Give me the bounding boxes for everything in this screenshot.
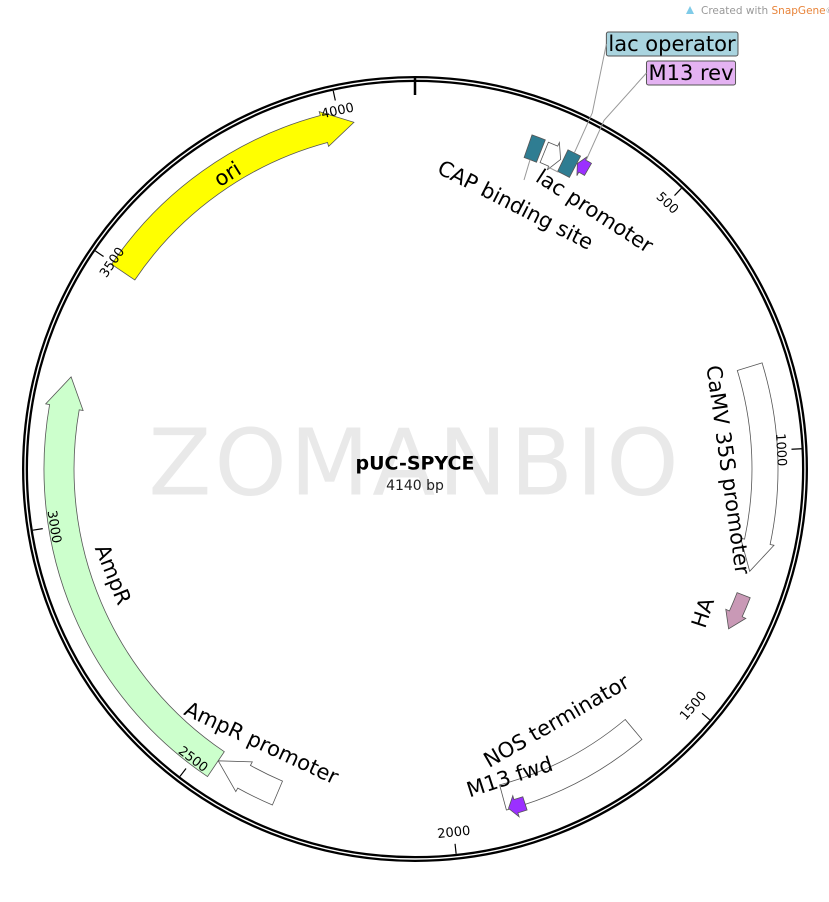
trademark: ® xyxy=(826,7,829,15)
tick-mark xyxy=(179,768,187,777)
feature-label: HA xyxy=(687,594,719,631)
tick-label: 4000 xyxy=(320,100,356,122)
feature xyxy=(557,149,582,178)
plasmid-name: pUC-SPYCE xyxy=(356,453,475,475)
tick-label: 3000 xyxy=(44,509,64,544)
feature xyxy=(736,362,779,573)
feature xyxy=(508,794,528,818)
credit-brand: SnapGene xyxy=(772,5,826,17)
tick-label: 1000 xyxy=(772,433,789,467)
tick-label: 1500 xyxy=(677,689,710,724)
feature xyxy=(499,718,643,811)
feature xyxy=(111,111,355,281)
leader-line xyxy=(573,43,607,154)
leader-line xyxy=(523,159,531,181)
feature xyxy=(576,156,593,176)
tick-mark xyxy=(701,712,711,721)
feature xyxy=(725,592,751,630)
tick-mark xyxy=(332,90,336,101)
feature xyxy=(43,376,225,778)
tick-mark xyxy=(94,250,104,258)
feature-label: lac operator xyxy=(608,32,736,56)
feature-label: M13 rev xyxy=(648,61,733,85)
feature xyxy=(523,134,546,163)
watermark: ZOMANBIO xyxy=(148,409,681,516)
feature xyxy=(217,760,284,806)
tick-mark xyxy=(32,528,43,531)
plasmid-size: 4140 bp xyxy=(386,478,444,494)
credit-prefix: Created with xyxy=(701,5,768,17)
tick-label: 2000 xyxy=(437,824,472,842)
leader-line xyxy=(585,72,647,161)
credit: Created with SnapGene® xyxy=(686,5,829,17)
credit-text: Created with SnapGene® xyxy=(701,5,829,17)
tick-mark xyxy=(791,448,802,450)
feature xyxy=(539,140,562,171)
tick-mark xyxy=(674,187,682,196)
snapgene-icon xyxy=(686,6,694,14)
tick-mark xyxy=(454,843,457,854)
leader-line xyxy=(547,166,559,173)
